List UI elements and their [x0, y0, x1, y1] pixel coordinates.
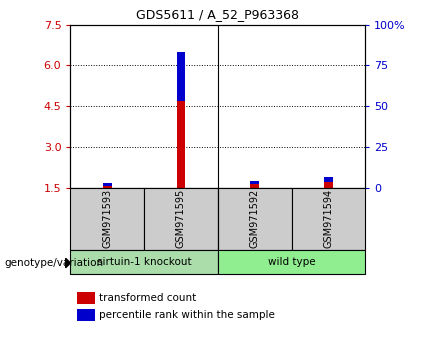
Text: sirtuin-1 knockout: sirtuin-1 knockout	[97, 257, 191, 267]
Bar	[324, 182, 333, 188]
Text: wild type: wild type	[268, 257, 315, 267]
Text: GSM971593: GSM971593	[102, 189, 112, 248]
Bar	[176, 52, 185, 101]
Bar	[176, 52, 185, 188]
Text: GSM971592: GSM971592	[249, 189, 260, 248]
FancyBboxPatch shape	[144, 188, 218, 250]
FancyBboxPatch shape	[292, 188, 365, 250]
Text: percentile rank within the sample: percentile rank within the sample	[99, 310, 275, 320]
Polygon shape	[65, 258, 70, 268]
FancyBboxPatch shape	[218, 250, 365, 274]
FancyBboxPatch shape	[218, 188, 292, 250]
Text: GSM971595: GSM971595	[176, 189, 186, 248]
Bar	[324, 177, 333, 182]
Text: genotype/variation: genotype/variation	[4, 258, 103, 268]
Bar	[250, 184, 259, 188]
Bar	[103, 183, 112, 186]
Text: GSM971594: GSM971594	[323, 189, 334, 248]
Bar	[250, 181, 259, 184]
FancyBboxPatch shape	[70, 250, 218, 274]
Bar	[103, 186, 112, 188]
FancyBboxPatch shape	[70, 188, 144, 250]
Text: transformed count: transformed count	[99, 293, 196, 303]
Title: GDS5611 / A_52_P963368: GDS5611 / A_52_P963368	[136, 8, 299, 21]
